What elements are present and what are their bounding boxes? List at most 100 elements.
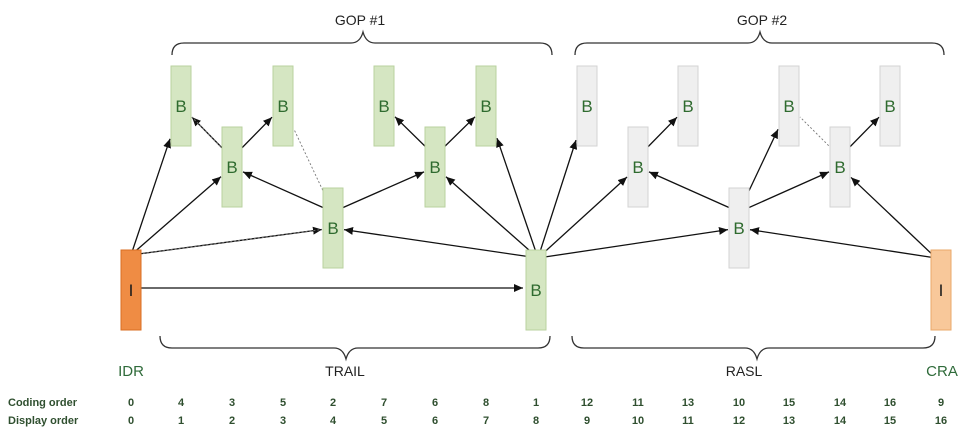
frame-label: B [884,97,895,116]
gop1-label: GOP #1 [335,12,386,28]
frame-label: B [480,97,491,116]
display-order-cell: 0 [128,415,134,427]
trail-label: TRAIL [325,363,365,379]
coding-order-cell: 0 [128,397,134,409]
frame-box [322,187,344,269]
reference-arrow [130,138,171,256]
reference-arrow [749,227,937,259]
gop1-brace [171,29,553,56]
frame-b-4: B [322,187,344,269]
frame-box [879,65,901,147]
coding-order-cell: 8 [483,397,489,409]
frame-label: B [530,281,541,300]
frame-grey-14: B [829,126,851,208]
gop2-label: GOP #2 [737,12,788,28]
frame-b-5: B [373,65,395,147]
frame-grey-15: B [879,65,901,147]
frame-box [829,126,851,208]
frame-label: B [581,97,592,116]
frame-label: B [429,158,440,177]
frame-b-8: B [525,249,547,331]
frame-box [728,187,750,269]
coding-order-cell: 14 [834,397,847,409]
coding-order-cell: 2 [330,397,336,409]
display-order-cell: 12 [733,415,745,427]
frame-label: B [226,158,237,177]
dotted-reference-line [130,229,323,256]
frame-cra-16: I [930,249,952,331]
coding-order-cell: 5 [280,397,286,409]
trail-brace [159,335,551,362]
frame-label: I [939,281,944,300]
display-order-cell: 7 [483,415,489,427]
frame-box [424,126,446,208]
coding-order-cell: 13 [682,397,694,409]
coding-order-cell: 6 [432,397,438,409]
display-order-cell: 14 [834,415,847,427]
display-order-cell: 10 [632,415,644,427]
coding-order-label: Coding order [8,397,78,409]
frame-box [627,126,649,208]
frame-b-2: B [221,126,243,208]
reference-arrow [738,171,830,213]
frame-box [373,65,395,147]
rasl-label: RASL [726,363,763,379]
reference-arrow [343,226,539,259]
frame-grey-13: B [778,65,800,147]
rasl-brace [571,335,936,362]
frame-label: B [834,158,845,177]
reference-arrow [537,176,628,259]
frame-label: B [277,97,288,116]
frame-label: B [327,219,338,238]
gop2-brace [574,29,945,56]
frame-box [778,65,800,147]
display-order-cell: 1 [178,415,184,427]
coding-order-cell: 16 [884,397,896,409]
frame-box [677,65,699,147]
frame-b-6: B [424,126,446,208]
reference-arrow [332,171,425,213]
display-order-cell: 11 [682,415,694,427]
frame-b-7: B [475,65,497,147]
frame-b-3: B [272,65,294,147]
reference-arrow [496,137,539,259]
display-order-cell: 3 [280,415,286,427]
frame-b-1: B [170,65,192,147]
reference-arrow [242,171,334,213]
frame-grey-12: B [728,187,750,269]
frame-box [272,65,294,147]
display-order-cell: 4 [330,415,337,427]
frame-box [221,126,243,208]
display-order-cell: 6 [432,415,438,427]
frame-box [930,249,952,331]
cra-label: CRA [926,363,958,380]
coding-order-cell: 3 [229,397,235,409]
frame-box [525,249,547,331]
frame-label: B [632,158,643,177]
coding-order-cell: 9 [938,397,944,409]
frame-box [576,65,598,147]
idr-label: IDR [118,363,144,380]
frame-idr-0: I [120,249,142,331]
frame-label: B [378,97,389,116]
reference-arrow [648,171,740,213]
frame-box [170,65,192,147]
dotted-reference-line [293,129,334,213]
frame-box [120,249,142,331]
frame-grey-10: B [627,126,649,208]
frame-grey-9: B [576,65,598,147]
display-order-cell: 16 [935,415,947,427]
reference-arrow [537,227,729,259]
frame-grey-11: B [677,65,699,147]
coding-order-cell: 12 [581,397,593,409]
coding-order-cell: 11 [632,397,644,409]
frame-box [475,65,497,147]
reference-arrow [537,139,578,259]
display-order-cell: 2 [229,415,235,427]
reference-arrow [130,176,222,256]
frame-label: B [682,97,693,116]
coding-order-cell: 7 [381,397,387,409]
display-order-cell: 9 [584,415,590,427]
